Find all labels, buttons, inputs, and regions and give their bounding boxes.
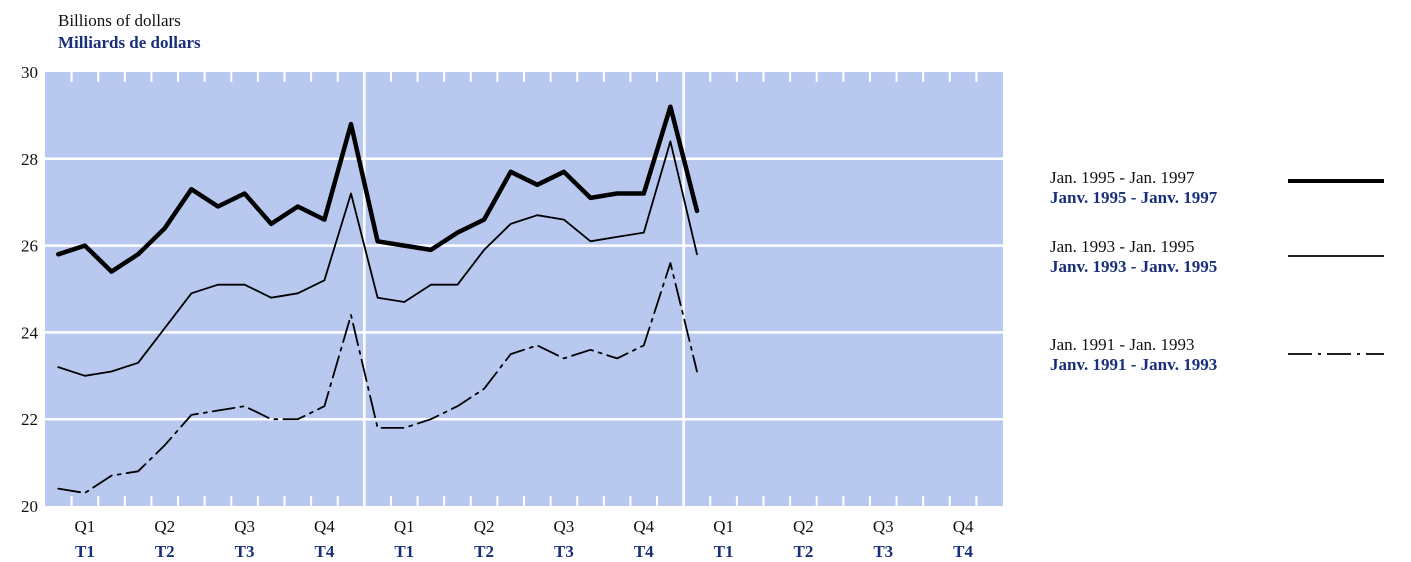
y-tick-label: 22	[21, 410, 38, 429]
y-axis-title: Billions of dollars	[58, 11, 181, 30]
x-tick-label-french: T1	[75, 542, 95, 561]
x-tick-label: Q2	[154, 517, 175, 536]
x-tick-label-french: T2	[793, 542, 813, 561]
x-tick-label-french: T1	[714, 542, 734, 561]
legend-label-french: Janv. 1991 - Janv. 1993	[1050, 355, 1218, 374]
x-tick-label: Q4	[953, 517, 974, 536]
series-line-2	[57, 140, 698, 377]
legend-label: Jan. 1995 - Jan. 1997	[1050, 168, 1195, 187]
x-tick-label-french: T4	[953, 542, 973, 561]
legend-swatch-dashdot	[1288, 353, 1384, 355]
legend-item-1993-1995: Jan. 1993 - Jan. 1995 Janv. 1993 - Janv.…	[1050, 237, 1217, 277]
y-tick-label: 24	[21, 323, 39, 342]
x-tick-label: Q1	[713, 517, 734, 536]
legend-label: Jan. 1991 - Jan. 1993	[1050, 335, 1195, 354]
legend-label-french: Janv. 1993 - Janv. 1995	[1050, 257, 1218, 276]
legend-swatch-solid	[1288, 255, 1384, 257]
y-tick-label: 26	[21, 237, 38, 256]
y-tick-label: 28	[21, 150, 38, 169]
x-tick-label-french: T4	[634, 542, 654, 561]
x-tick-label: Q3	[554, 517, 575, 536]
x-tick-label: Q2	[793, 517, 814, 536]
y-axis-title-french: Milliards de dollars	[58, 33, 201, 52]
y-tick-label: 30	[21, 63, 38, 82]
x-tick-label: Q1	[75, 517, 96, 536]
x-tick-label-french: T1	[394, 542, 414, 561]
x-tick-label: Q2	[474, 517, 495, 536]
x-tick-label: Q3	[873, 517, 894, 536]
legend-item-1995-1997: Jan. 1995 - Jan. 1997 Janv. 1995 - Janv.…	[1050, 168, 1217, 208]
x-tick-label: Q4	[314, 517, 335, 536]
x-tick-label-french: T4	[314, 542, 334, 561]
x-tick-label: Q1	[394, 517, 415, 536]
x-tick-label-french: T2	[474, 542, 494, 561]
series-line-1	[56, 104, 700, 274]
legend-item-1991-1993: Jan. 1991 - Jan. 1993 Janv. 1991 - Janv.…	[1050, 335, 1217, 375]
x-tick-label-french: T3	[873, 542, 893, 561]
legend-swatch-thick	[1288, 179, 1384, 183]
x-tick-label-french: T3	[235, 542, 255, 561]
legend-label: Jan. 1993 - Jan. 1995	[1050, 237, 1195, 256]
legend-label-french: Janv. 1995 - Janv. 1997	[1050, 188, 1218, 207]
plot-area	[45, 72, 1003, 506]
series-line-3	[57, 262, 698, 494]
x-tick-label-french: T3	[554, 542, 574, 561]
x-tick-label: Q3	[234, 517, 255, 536]
y-tick-label: 20	[21, 497, 38, 516]
x-tick-label: Q4	[633, 517, 654, 536]
x-tick-label-french: T2	[155, 542, 175, 561]
